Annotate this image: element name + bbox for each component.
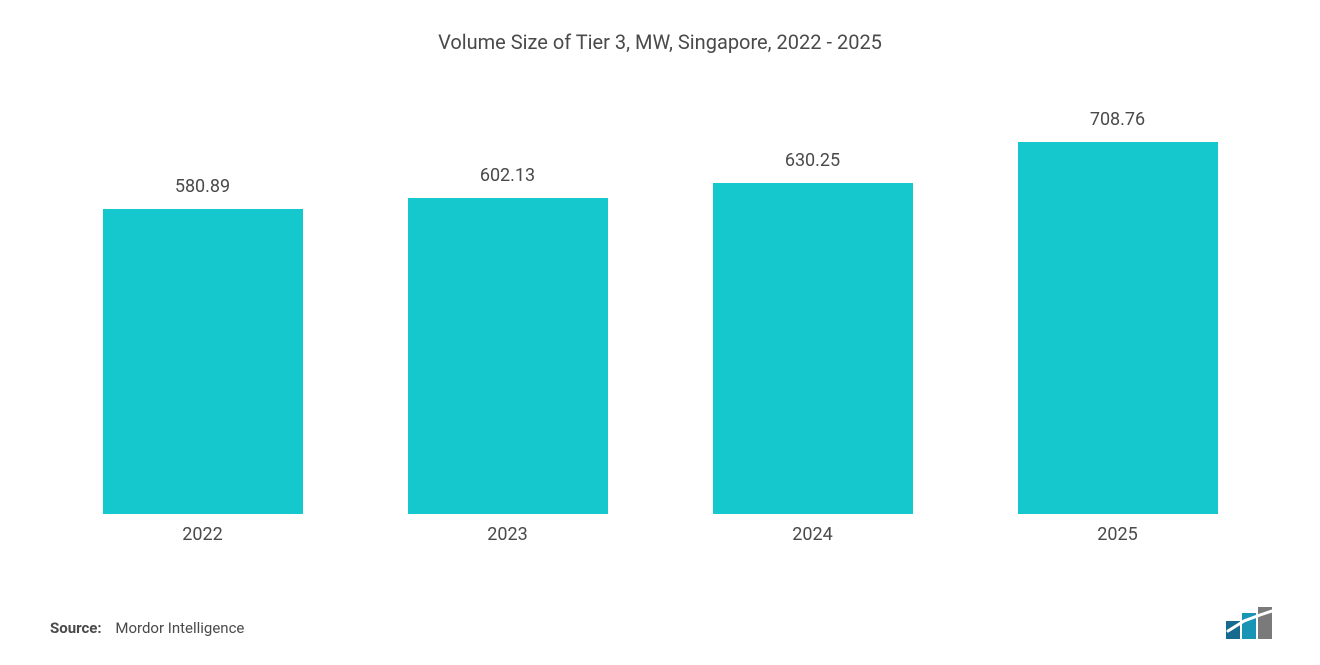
x-axis-label: 2025 [1018, 514, 1218, 545]
mordor-logo-icon [1226, 607, 1278, 639]
bar-value-label: 708.76 [1090, 109, 1145, 130]
bar-group: 580.89 [103, 176, 303, 514]
bar-value-label: 602.13 [480, 165, 535, 186]
bar [713, 183, 913, 514]
bar-group: 708.76 [1018, 109, 1218, 514]
chart-title: Volume Size of Tier 3, MW, Singapore, 20… [50, 30, 1270, 54]
bar-value-label: 580.89 [175, 176, 230, 197]
source-footer: Source: Mordor Intelligence [50, 619, 244, 637]
x-axis-label: 2023 [408, 514, 608, 545]
bar [408, 198, 608, 514]
chart-container: Volume Size of Tier 3, MW, Singapore, 20… [0, 0, 1320, 665]
source-label: Source: [50, 619, 102, 637]
bar-group: 630.25 [713, 150, 913, 514]
bar-group: 602.13 [408, 165, 608, 514]
bar [1018, 142, 1218, 514]
x-axis-label: 2024 [713, 514, 913, 545]
plot-area: 580.89602.13630.25708.76 202220232024202… [50, 74, 1270, 554]
x-axis-labels: 2022 2023 2024 2025 [50, 514, 1270, 554]
bar [103, 209, 303, 514]
x-axis-label: 2022 [103, 514, 303, 545]
bar-value-label: 630.25 [785, 150, 840, 171]
bars-row: 580.89 602.13 630.25 708.76 [50, 94, 1270, 514]
source-value: Mordor Intelligence [115, 619, 244, 637]
